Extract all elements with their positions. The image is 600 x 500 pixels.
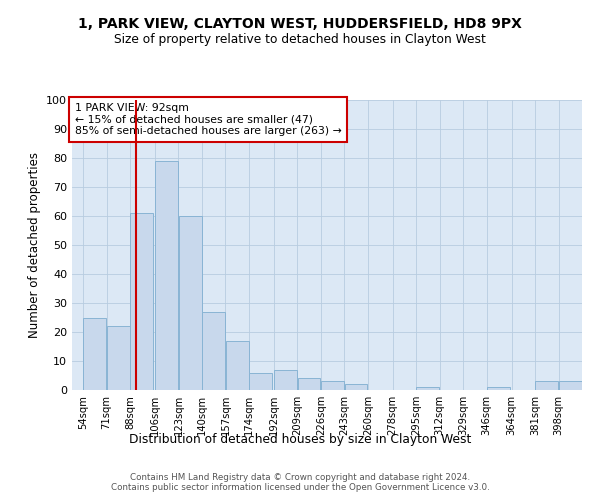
Text: 1, PARK VIEW, CLAYTON WEST, HUDDERSFIELD, HD8 9PX: 1, PARK VIEW, CLAYTON WEST, HUDDERSFIELD…: [78, 18, 522, 32]
Bar: [559, 382, 581, 390]
Text: Size of property relative to detached houses in Clayton West: Size of property relative to detached ho…: [114, 32, 486, 46]
Bar: [416, 387, 439, 390]
Bar: [249, 372, 272, 390]
Bar: [226, 340, 248, 390]
Bar: [83, 318, 106, 390]
Bar: [107, 326, 130, 390]
Bar: [202, 312, 225, 390]
Bar: [321, 382, 344, 390]
Bar: [344, 384, 367, 390]
Text: Contains HM Land Registry data © Crown copyright and database right 2024.
Contai: Contains HM Land Registry data © Crown c…: [110, 473, 490, 492]
Text: Distribution of detached houses by size in Clayton West: Distribution of detached houses by size …: [129, 432, 471, 446]
Bar: [298, 378, 320, 390]
Bar: [535, 382, 558, 390]
Bar: [155, 161, 178, 390]
Text: 1 PARK VIEW: 92sqm
← 15% of detached houses are smaller (47)
85% of semi-detache: 1 PARK VIEW: 92sqm ← 15% of detached hou…: [74, 103, 341, 136]
Bar: [487, 387, 510, 390]
Bar: [179, 216, 202, 390]
Bar: [130, 213, 153, 390]
Y-axis label: Number of detached properties: Number of detached properties: [28, 152, 41, 338]
Bar: [274, 370, 297, 390]
